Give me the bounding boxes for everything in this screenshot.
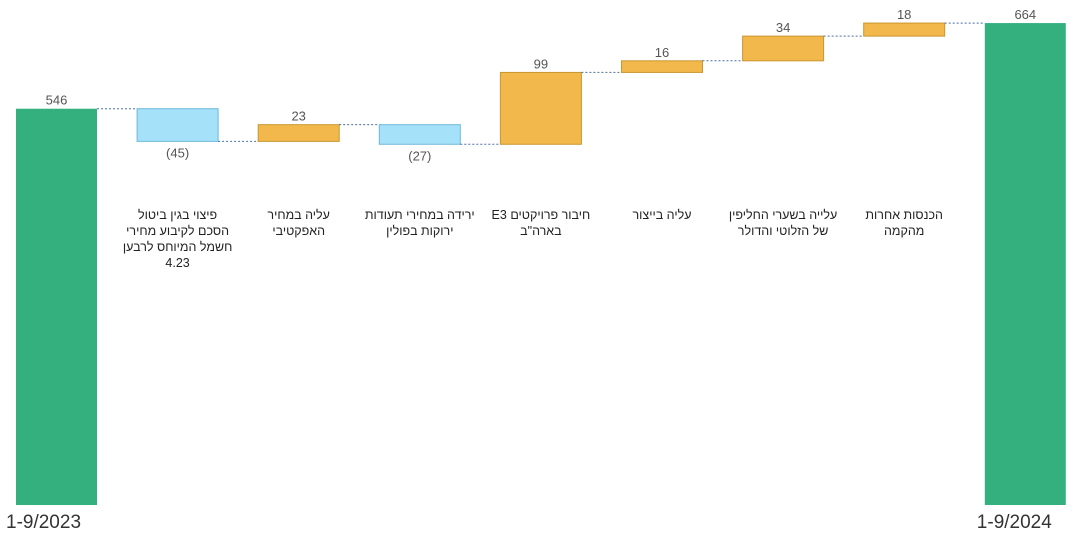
- category-label-2: עליה במחיר האפקטיבי: [267, 208, 330, 238]
- bar-3: [378, 124, 461, 145]
- bar-2: [257, 124, 340, 142]
- value-label-1: (45): [166, 145, 189, 160]
- value-label-6: 34: [776, 20, 790, 35]
- bar-1: [136, 108, 219, 142]
- category-label-8: 1-9/2024: [976, 512, 1052, 533]
- category-label-6: עלייה בשערי החליפין של הזלוטי והדולר: [728, 208, 838, 238]
- value-label-0: 546: [46, 93, 68, 108]
- bar-0: [16, 108, 97, 506]
- bar-6: [742, 35, 825, 62]
- value-label-3: (27): [408, 148, 431, 163]
- value-label-2: 23: [291, 109, 305, 124]
- bar-4: [499, 71, 582, 145]
- bar-8: [984, 23, 1066, 506]
- category-label-4: חיבור פרויקטים E3 בארה"ב: [491, 208, 591, 238]
- value-label-5: 16: [655, 45, 669, 60]
- value-label-8: 664: [1014, 7, 1036, 22]
- category-label-3: ירידה במחירי תעודות ירוקות בפולין: [364, 208, 475, 238]
- value-label-7: 18: [897, 7, 911, 22]
- category-label-1: פיצוי בגין ביטול הסכם לקיבוע מחירי חשמל …: [122, 208, 233, 270]
- category-label-7: הכנסות אחרות מהקמה: [865, 208, 943, 238]
- bar-5: [621, 60, 703, 73]
- category-label-5: עליה בייצור: [632, 208, 692, 222]
- value-label-4: 99: [534, 56, 548, 71]
- bar-7: [863, 22, 946, 37]
- category-label-0: 1-9/2023: [6, 512, 82, 533]
